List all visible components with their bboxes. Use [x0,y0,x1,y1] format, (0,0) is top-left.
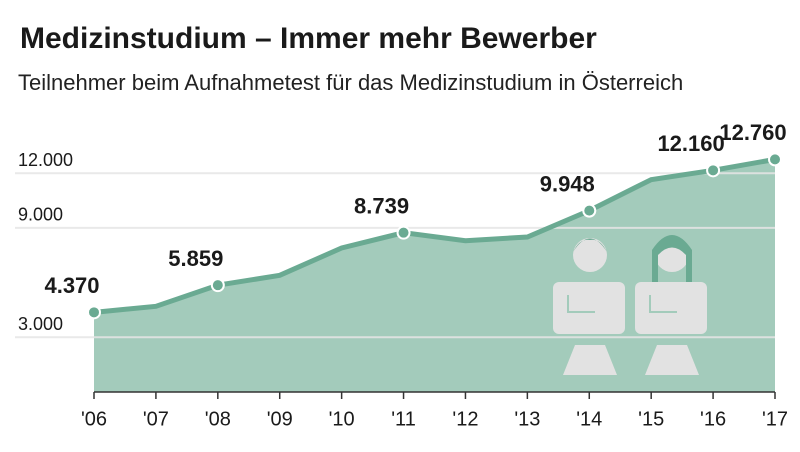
icons [553,235,707,375]
value-label: 4.370 [44,273,99,298]
marker [396,225,411,240]
line [93,156,776,315]
x-tick-label: '16 [700,408,726,430]
x-tick-label: '10 [329,408,355,430]
x-tick-label: '11 [391,408,416,430]
x-tick-label: '06 [81,408,107,430]
x-tick-label: '07 [143,408,169,430]
value-label: 5.859 [168,246,223,271]
y-tick-label: 9.000 [18,205,63,225]
marker [582,203,597,218]
x-tick-label: '14 [576,408,602,430]
value-label: 12.160 [657,131,724,156]
chart-subtitle: Teilnehmer beim Aufnahmetest für das Med… [18,70,684,95]
marker [210,278,225,293]
plot: 3.000 9.000 12.000 '06 4.370 '07 '08 5.859 '09 '1… [15,120,788,430]
subtitle-box: Teilnehmer beim Aufnahmetest für das Med… [18,70,684,95]
value-label: 8.739 [354,193,409,218]
x-tick-label: '09 [267,408,293,430]
y-tick-label: 3.000 [18,314,63,334]
value-label: 9.948 [540,171,595,196]
x-tick-label: '15 [638,408,664,430]
marker [768,152,782,167]
x-tick-label: '08 [205,408,231,430]
x-tick-label: '13 [514,408,540,430]
chart-title: Medizinstudium – Immer mehr Bewerber [20,22,597,55]
value-label: 12.760 [719,120,786,145]
x-tick-label: '17 [762,408,788,430]
x-tick-label: '12 [452,408,478,430]
marker [706,163,721,178]
y-tick-label: 12.000 [18,150,73,170]
marker [87,305,101,320]
